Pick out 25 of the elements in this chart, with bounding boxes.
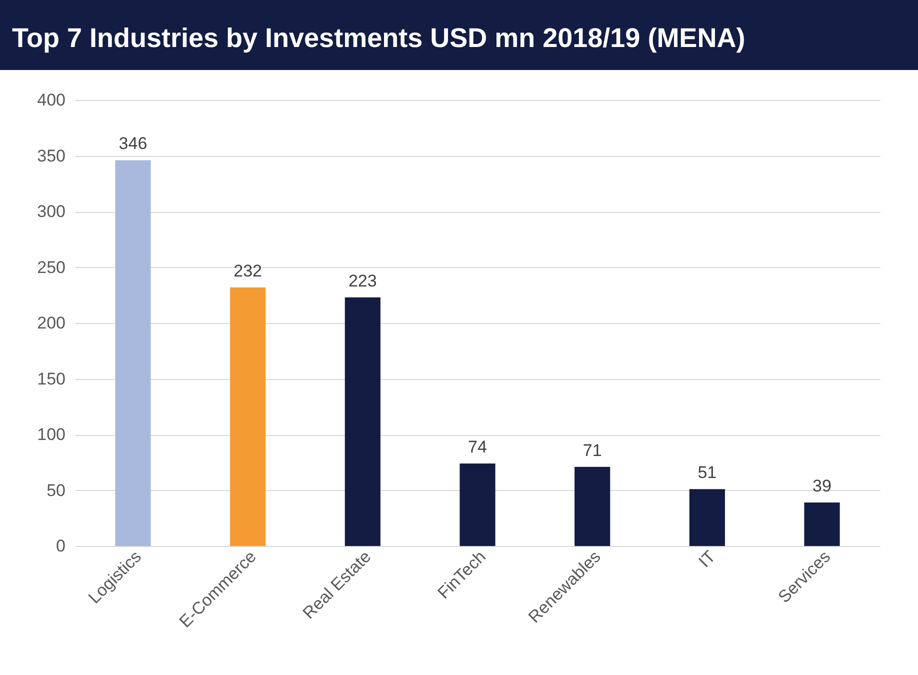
bar xyxy=(230,287,266,546)
data-label: 232 xyxy=(234,261,262,280)
data-label: 51 xyxy=(698,463,717,482)
bar xyxy=(460,463,496,546)
chart-title: Top 7 Industries by Investments USD mn 2018/19 (MENA) xyxy=(0,0,918,70)
y-tick-label: 250 xyxy=(37,258,66,277)
y-tick-label: 150 xyxy=(37,369,66,388)
y-tick-label: 400 xyxy=(37,90,66,110)
bar xyxy=(804,502,840,546)
data-label: 223 xyxy=(348,271,377,290)
y-tick-label: 350 xyxy=(37,146,66,166)
bar xyxy=(115,160,151,546)
bar xyxy=(689,489,725,546)
y-tick-label: 200 xyxy=(37,314,66,332)
data-label: 346 xyxy=(118,134,148,154)
bar xyxy=(344,297,380,546)
y-tick-label: 300 xyxy=(37,202,66,221)
bar xyxy=(574,466,610,546)
y-tick-label: 100 xyxy=(37,425,66,444)
data-label: 74 xyxy=(468,437,487,456)
data-label: 39 xyxy=(812,476,832,496)
y-tick-label: 0 xyxy=(56,536,66,556)
data-label: 71 xyxy=(582,440,602,460)
x-tick-label: IT xyxy=(695,547,720,572)
y-tick-label: 50 xyxy=(46,480,66,500)
